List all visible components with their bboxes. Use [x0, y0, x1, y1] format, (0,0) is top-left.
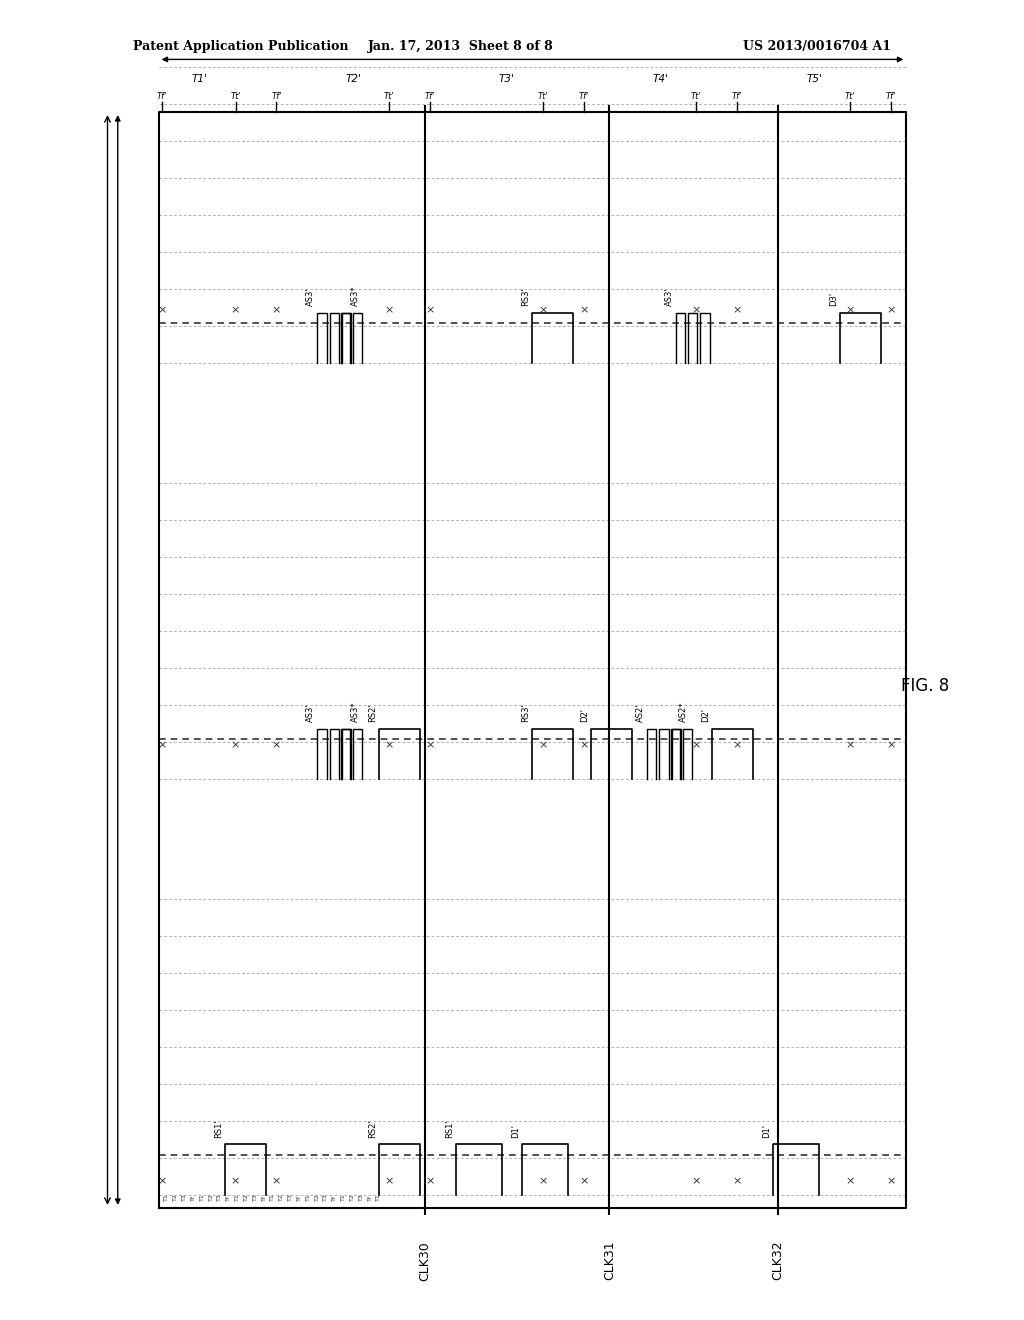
Text: Tf': Tf'	[886, 92, 896, 100]
Text: D1': D1'	[762, 1123, 771, 1138]
Text: D1': D1'	[511, 1123, 520, 1138]
Text: ×: ×	[845, 741, 855, 751]
Text: ×: ×	[691, 1176, 701, 1187]
Text: Patent Application Publication: Patent Application Publication	[133, 40, 348, 53]
Text: Tt': Tt'	[230, 92, 241, 100]
Text: ×: ×	[384, 305, 394, 315]
Text: ×: ×	[425, 1176, 435, 1187]
Text: T2: T2	[209, 1193, 214, 1201]
Text: CLK32: CLK32	[772, 1241, 784, 1280]
Text: T1: T1	[341, 1193, 346, 1201]
Text: AS3*: AS3*	[351, 701, 360, 722]
Text: T2: T2	[314, 1193, 319, 1201]
Text: CLK30: CLK30	[419, 1241, 431, 1280]
Text: ×: ×	[384, 1176, 394, 1187]
Text: RS3': RS3'	[521, 288, 530, 306]
Text: ×: ×	[157, 305, 167, 315]
Text: Tf': Tf'	[732, 92, 742, 100]
Text: ×: ×	[271, 305, 282, 315]
Text: T2: T2	[280, 1193, 285, 1201]
Text: Tf: Tf	[368, 1195, 373, 1201]
Text: ×: ×	[845, 1176, 855, 1187]
Text: T3: T3	[324, 1193, 329, 1201]
Text: Tf': Tf'	[579, 92, 589, 100]
Text: D3': D3'	[828, 292, 838, 306]
Text: Jan. 17, 2013  Sheet 8 of 8: Jan. 17, 2013 Sheet 8 of 8	[368, 40, 554, 53]
Text: ×: ×	[732, 305, 742, 315]
Text: Tf: Tf	[297, 1195, 302, 1201]
Text: ×: ×	[845, 305, 855, 315]
Text: T1: T1	[236, 1193, 240, 1201]
Text: T1: T1	[165, 1193, 169, 1201]
Text: T3: T3	[217, 1193, 222, 1201]
Text: T3: T3	[358, 1193, 364, 1201]
Text: T4': T4'	[652, 74, 669, 84]
Text: T2: T2	[173, 1193, 178, 1201]
Text: Tt': Tt'	[538, 92, 548, 100]
Text: ×: ×	[732, 1176, 742, 1187]
Text: ×: ×	[425, 305, 435, 315]
Text: ×: ×	[271, 741, 282, 751]
Text: ×: ×	[230, 1176, 241, 1187]
Text: US 2013/0016704 A1: US 2013/0016704 A1	[742, 40, 891, 53]
Text: AS3': AS3'	[306, 704, 315, 722]
Text: ×: ×	[538, 741, 548, 751]
Text: ×: ×	[230, 305, 241, 315]
Text: ×: ×	[384, 741, 394, 751]
Text: T1': T1'	[191, 74, 208, 84]
Text: AS3*: AS3*	[351, 285, 360, 306]
Text: ×: ×	[271, 1176, 282, 1187]
Text: Tf: Tf	[226, 1195, 231, 1201]
Text: ×: ×	[579, 741, 589, 751]
Text: D2': D2'	[700, 708, 710, 722]
Text: T5': T5'	[806, 74, 822, 84]
Text: T2': T2'	[345, 74, 361, 84]
Text: T2: T2	[350, 1193, 355, 1201]
Text: ×: ×	[886, 305, 896, 315]
Text: T1: T1	[270, 1193, 275, 1201]
Text: T2: T2	[244, 1193, 249, 1201]
Text: T3: T3	[253, 1193, 258, 1201]
Text: RS3': RS3'	[521, 704, 530, 722]
Text: CLK31: CLK31	[603, 1241, 615, 1280]
Text: ×: ×	[691, 741, 701, 751]
Text: ×: ×	[732, 741, 742, 751]
Text: Tt': Tt'	[845, 92, 855, 100]
Text: ×: ×	[157, 1176, 167, 1187]
Text: Tf': Tf'	[271, 92, 282, 100]
Text: Tf: Tf	[190, 1195, 196, 1201]
Text: AS3': AS3'	[665, 288, 674, 306]
Text: ×: ×	[157, 741, 167, 751]
Text: Tt': Tt'	[384, 92, 394, 100]
Text: ×: ×	[230, 741, 241, 751]
Text: T3: T3	[288, 1193, 293, 1201]
Text: T1: T1	[306, 1193, 310, 1201]
Text: RS1': RS1'	[214, 1119, 223, 1138]
Text: ×: ×	[579, 1176, 589, 1187]
Text: Tf: Tf	[261, 1195, 266, 1201]
Text: ×: ×	[579, 305, 589, 315]
Text: RS1': RS1'	[444, 1119, 454, 1138]
Text: ×: ×	[886, 1176, 896, 1187]
Text: ×: ×	[425, 741, 435, 751]
Text: RS2': RS2'	[368, 1119, 377, 1138]
Text: AS3': AS3'	[306, 288, 315, 306]
Text: T1: T1	[377, 1193, 381, 1201]
Text: ×: ×	[538, 1176, 548, 1187]
Text: T3: T3	[182, 1193, 187, 1201]
Text: Tf: Tf	[332, 1195, 337, 1201]
Text: ×: ×	[538, 305, 548, 315]
Text: AS2': AS2'	[636, 704, 645, 722]
Text: D2': D2'	[580, 708, 589, 722]
Text: FIG. 8: FIG. 8	[901, 677, 949, 696]
Text: T1: T1	[200, 1193, 205, 1201]
Text: RS2': RS2'	[368, 704, 377, 722]
Text: Tf': Tf'	[425, 92, 435, 100]
Text: ×: ×	[691, 305, 701, 315]
Text: T3': T3'	[499, 74, 515, 84]
Text: Tt': Tt'	[691, 92, 701, 100]
Text: ×: ×	[886, 741, 896, 751]
Text: AS2*: AS2*	[679, 701, 688, 722]
Text: Tf': Tf'	[157, 92, 167, 100]
